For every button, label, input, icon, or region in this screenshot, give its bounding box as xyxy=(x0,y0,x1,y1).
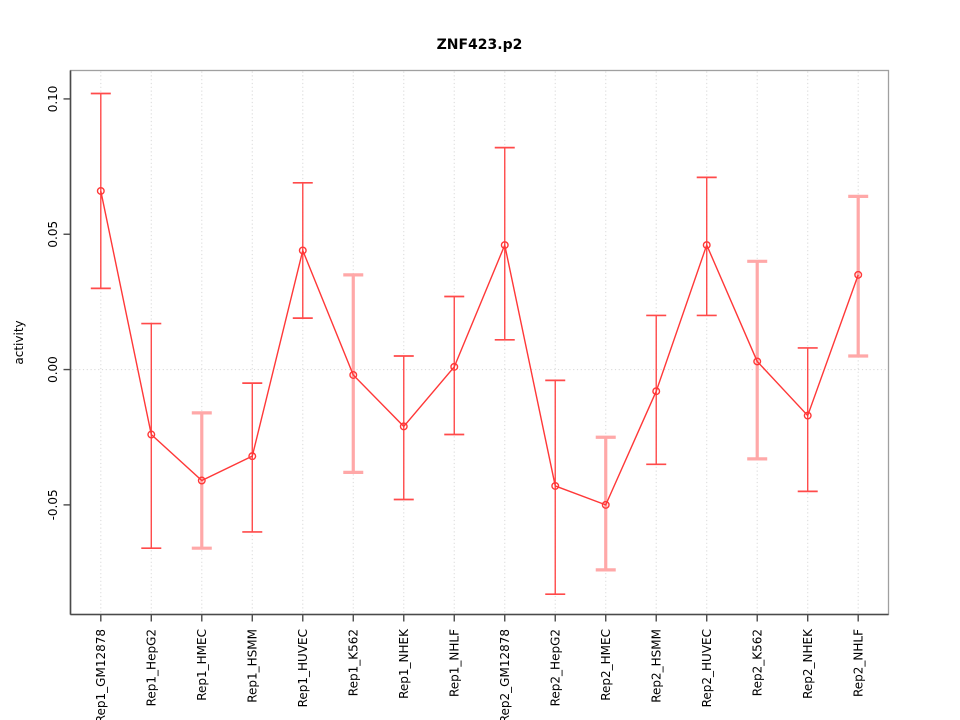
data-point xyxy=(399,422,408,431)
x-tick-label: Rep2_HUVEC xyxy=(700,629,714,707)
x-tick-label: Rep1_HMEC xyxy=(195,629,209,701)
x-tick-label: Rep2_GM12878 xyxy=(498,629,512,720)
data-point xyxy=(96,186,105,195)
data-point xyxy=(702,241,711,250)
y-tick-label: 0.00 xyxy=(46,356,60,383)
data-point xyxy=(803,411,812,420)
data-point xyxy=(753,357,762,366)
x-tick-label: Rep2_HepG2 xyxy=(548,629,562,706)
data-point xyxy=(601,500,610,509)
y-axis-label: activity xyxy=(12,320,26,364)
x-tick-label: Rep1_HepG2 xyxy=(144,629,158,706)
y-tick-label: 0.10 xyxy=(46,86,60,113)
data-point xyxy=(450,362,459,371)
x-tick-label: Rep1_HUVEC xyxy=(296,629,310,707)
data-point xyxy=(349,370,358,379)
data-point xyxy=(854,270,863,279)
data-point xyxy=(197,476,206,485)
chart-title: ZNF423.p2 xyxy=(437,37,523,53)
x-tick-label: Rep1_GM12878 xyxy=(94,629,108,720)
data-point xyxy=(147,430,156,439)
data-point xyxy=(500,241,509,250)
x-tick-label: Rep2_HSMM xyxy=(649,629,663,703)
x-tick-label: Rep1_NHEK xyxy=(397,628,411,699)
data-point xyxy=(652,387,661,396)
x-tick-label: Rep2_HMEC xyxy=(599,629,613,701)
data-point xyxy=(298,246,307,255)
x-tick-label: Rep1_HSMM xyxy=(245,629,259,703)
x-tick-label: Rep1_K562 xyxy=(346,629,360,696)
data-point xyxy=(551,481,560,490)
series-line xyxy=(100,190,859,506)
y-tick-label: 0.05 xyxy=(46,221,60,248)
y-tick-label: -0.05 xyxy=(46,489,60,520)
x-tick-label: Rep1_NHLF xyxy=(447,629,461,697)
plot-box xyxy=(69,69,890,616)
x-tick-label: Rep2_K562 xyxy=(750,629,764,696)
x-tick-label: Rep2_NHEK xyxy=(801,628,815,699)
plot-area: -0.05 0.00 0.05 0.10 Rep1_GM12878 Rep1_HepG2 R… xyxy=(46,69,890,720)
x-tick-label: Rep2_NHLF xyxy=(851,629,865,697)
data-point xyxy=(248,452,257,461)
